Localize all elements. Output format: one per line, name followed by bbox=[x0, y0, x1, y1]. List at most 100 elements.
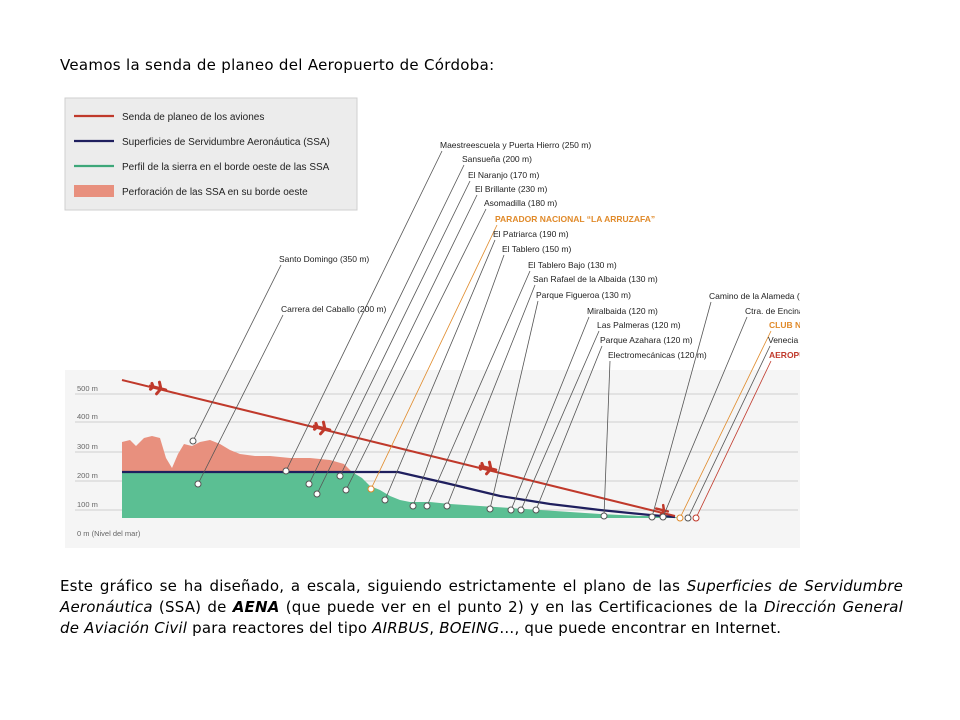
location-label: Venecia I y II (92 m) bbox=[768, 335, 800, 345]
legend-label: Senda de planeo de los aviones bbox=[122, 112, 264, 123]
y-tick-label: 500 m bbox=[77, 384, 98, 393]
caption-term-boeing: BOEING bbox=[439, 619, 500, 637]
caption-text: …, que puede encontrar en Internet. bbox=[499, 619, 782, 637]
caption-term-dgac: Dirección General de Aviación Civil bbox=[60, 598, 903, 637]
leader-line bbox=[308, 164, 465, 485]
location-label: Santo Domingo (350 m) bbox=[279, 254, 369, 264]
caption-paragraph: Este gráfico se ha diseñado, a escala, s… bbox=[60, 576, 903, 639]
location-label: Miralbaida (120 m) bbox=[587, 306, 658, 316]
caption-text: Este gráfico se ha diseñado, a escala, s… bbox=[60, 577, 687, 595]
location-label: Ctra. de Encinarejo, Km 5 (95 m) bbox=[745, 306, 800, 316]
leader-line bbox=[192, 264, 282, 442]
location-label: Parque Azahara (120 m) bbox=[600, 335, 693, 345]
location-marker bbox=[409, 502, 417, 510]
legend-label: Superficies de Servidumbre Aeronáutica (… bbox=[122, 137, 330, 148]
leader-line bbox=[651, 301, 712, 518]
leader-line bbox=[285, 150, 443, 472]
legend: Senda de planeo de los aviones Superficie… bbox=[64, 97, 358, 211]
caption-term-ssa: Superficies de Servidumbre Aeronáutica bbox=[60, 577, 903, 616]
leader-line bbox=[687, 345, 771, 519]
y-tick-label: 400 m bbox=[77, 412, 98, 421]
leader-line bbox=[197, 314, 284, 485]
location-marker bbox=[305, 480, 313, 488]
leader-line bbox=[489, 300, 539, 510]
leader-line bbox=[446, 284, 536, 507]
location-marker bbox=[282, 467, 290, 475]
location-label: Camino de la Alameda (100 m) bbox=[709, 291, 800, 301]
location-labels: Santo Domingo (350 m) Carrera del Caballo… bbox=[279, 140, 800, 360]
location-marker bbox=[517, 506, 525, 514]
glide-path-line bbox=[121, 379, 676, 517]
location-marker bbox=[367, 485, 375, 493]
y-tick-label: 0 m (Nivel del mar) bbox=[77, 529, 141, 538]
location-marker bbox=[423, 502, 431, 510]
leader-line bbox=[345, 208, 487, 491]
location-marker bbox=[194, 480, 202, 488]
ssa-perforation-area bbox=[122, 436, 352, 472]
leader-line bbox=[316, 180, 471, 495]
glide-path-diagram: Senda de planeo de los aviones Superficie… bbox=[60, 82, 800, 552]
location-label: PARADOR NACIONAL “LA ARRUZAFA” bbox=[495, 214, 655, 224]
leader-line bbox=[339, 194, 478, 477]
leader-line bbox=[535, 345, 603, 511]
location-marker bbox=[443, 502, 451, 510]
location-label: San Rafael de la Albaida (130 m) bbox=[533, 274, 658, 284]
location-marker bbox=[342, 486, 350, 494]
caption-text: (SSA) de bbox=[152, 598, 233, 616]
location-marker bbox=[313, 490, 321, 498]
location-label: El Brillante (230 m) bbox=[475, 184, 547, 194]
location-label: Las Palmeras (120 m) bbox=[597, 320, 681, 330]
legend-label: Perfil de la sierra en el borde oeste de… bbox=[122, 162, 330, 173]
location-marker bbox=[684, 514, 692, 522]
leader-line bbox=[603, 360, 611, 517]
leader-line bbox=[510, 316, 590, 511]
diagram-canvas: Senda de planeo de los aviones Superficie… bbox=[60, 82, 800, 552]
location-label: Maestreescuela y Puerta Hierro (250 m) bbox=[440, 140, 591, 150]
legend-label: Perforación de las SSA en su borde oeste bbox=[122, 187, 308, 198]
caption-text: (que puede ver en el punto 2) y en las C… bbox=[279, 598, 765, 616]
leader-line bbox=[370, 224, 498, 490]
leader-line bbox=[520, 330, 600, 511]
leader-line bbox=[384, 239, 496, 501]
location-label: Electromecánicas (120 m) bbox=[608, 350, 707, 360]
caption-term-aena: AENA bbox=[232, 598, 280, 616]
location-marker bbox=[507, 506, 515, 514]
leader-line bbox=[679, 330, 772, 519]
location-label: CLUB NEPTUNO bbox=[769, 320, 800, 330]
location-marker bbox=[336, 472, 344, 480]
airplane-icon bbox=[148, 380, 168, 396]
location-marker bbox=[692, 514, 700, 522]
airplane-icon bbox=[478, 460, 498, 476]
location-label: Sansueña (200 m) bbox=[462, 154, 532, 164]
location-marker bbox=[486, 505, 494, 513]
location-label: Parque Figueroa (130 m) bbox=[536, 290, 631, 300]
caption-text: para reactores del tipo bbox=[187, 619, 373, 637]
terrain-profile-area bbox=[122, 472, 680, 518]
y-tick-label: 300 m bbox=[77, 442, 98, 451]
location-marker bbox=[600, 512, 608, 520]
y-axis-labels: 500 m 400 m 300 m 200 m 100 m 0 m (Nivel del … bbox=[77, 384, 141, 538]
y-tick-label: 100 m bbox=[77, 500, 98, 509]
location-marker bbox=[676, 514, 684, 522]
chart-backdrop bbox=[65, 370, 800, 548]
location-marker bbox=[532, 506, 540, 514]
caption-text: , bbox=[429, 619, 440, 637]
caption-term-airbus: AIRBUS bbox=[372, 619, 430, 637]
location-marker bbox=[659, 513, 667, 521]
location-label: El Naranjo (170 m) bbox=[468, 170, 540, 180]
location-marker bbox=[648, 513, 656, 521]
location-label: El Tablero Bajo (130 m) bbox=[528, 260, 617, 270]
leader-line bbox=[412, 254, 505, 507]
location-label: El Patriarca (190 m) bbox=[493, 229, 569, 239]
y-tick-label: 200 m bbox=[77, 471, 98, 480]
location-label: AEROPUERTO (90 m) bbox=[769, 350, 800, 360]
leader-line bbox=[695, 360, 772, 519]
location-label: Asomadilla (180 m) bbox=[484, 198, 557, 208]
legend-swatch bbox=[74, 185, 114, 197]
leader-line bbox=[426, 270, 531, 507]
leader-line bbox=[662, 316, 748, 518]
airplane-icon bbox=[312, 420, 332, 436]
intro-text: Veamos la senda de planeo del Aeropuerto… bbox=[60, 56, 495, 74]
location-label: Carrera del Caballo (200 m) bbox=[281, 304, 387, 314]
location-marker bbox=[381, 496, 389, 504]
